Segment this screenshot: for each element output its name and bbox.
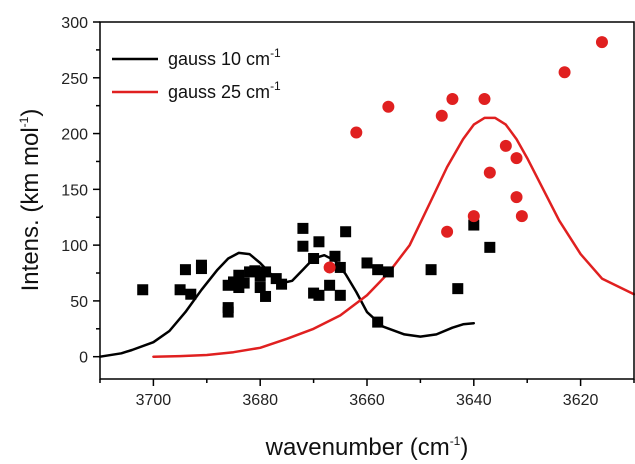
legend-label-gauss-25: gauss 25 cm-1 bbox=[168, 79, 281, 102]
square-point-22 bbox=[297, 240, 309, 252]
square-point-16 bbox=[254, 282, 266, 294]
plot-frame bbox=[99, 21, 635, 380]
y-axis-title: Intens. (km mol-1) bbox=[17, 109, 44, 292]
y-tick-label-0: 0 bbox=[79, 350, 88, 367]
x-tick-label-1: 3680 bbox=[242, 392, 278, 409]
circle-point-13 bbox=[558, 66, 571, 79]
square-point-23 bbox=[308, 253, 320, 265]
circle-point-7 bbox=[478, 92, 491, 105]
y-tick-label-4: 200 bbox=[61, 127, 88, 144]
series-line-1 bbox=[152, 116, 635, 358]
circle-point-8 bbox=[483, 166, 496, 179]
y-tick-label-5: 250 bbox=[61, 71, 88, 88]
x-tick-label-4: 3620 bbox=[563, 392, 599, 409]
square-point-0 bbox=[137, 284, 149, 296]
square-point-29 bbox=[334, 261, 346, 273]
square-point-19 bbox=[270, 273, 282, 285]
y-tick-label-6: 300 bbox=[61, 15, 88, 32]
series-line-0 bbox=[98, 251, 476, 358]
circle-point-4 bbox=[446, 92, 459, 105]
x-tick-label-3: 3640 bbox=[456, 392, 492, 409]
square-point-32 bbox=[361, 257, 373, 269]
square-point-28 bbox=[329, 250, 341, 262]
square-point-33 bbox=[372, 316, 384, 328]
square-point-21 bbox=[297, 222, 309, 234]
x-tick-label-0: 3700 bbox=[136, 392, 172, 409]
circle-point-2 bbox=[382, 100, 395, 113]
square-point-26 bbox=[313, 236, 325, 248]
square-point-25 bbox=[313, 289, 325, 301]
circle-point-1 bbox=[350, 126, 363, 139]
square-point-12 bbox=[238, 277, 250, 289]
x-tick-label-2: 3660 bbox=[349, 392, 385, 409]
square-point-5 bbox=[195, 263, 207, 275]
square-point-18 bbox=[260, 266, 272, 278]
square-point-9 bbox=[228, 276, 239, 288]
square-point-14 bbox=[249, 265, 261, 277]
circle-point-0 bbox=[323, 261, 336, 274]
square-point-38 bbox=[468, 219, 480, 231]
square-point-2 bbox=[179, 264, 191, 276]
square-point-10 bbox=[233, 269, 245, 281]
y-tick-label-1: 50 bbox=[70, 294, 88, 311]
square-point-1 bbox=[174, 284, 186, 296]
circle-point-10 bbox=[510, 152, 523, 165]
square-point-20 bbox=[276, 278, 288, 290]
square-point-27 bbox=[324, 279, 336, 291]
circle-point-6 bbox=[467, 210, 480, 223]
square-point-36 bbox=[425, 264, 437, 276]
circle-point-14 bbox=[595, 36, 608, 49]
circle-point-5 bbox=[441, 225, 454, 238]
square-point-17 bbox=[260, 290, 272, 302]
square-point-7 bbox=[222, 302, 234, 314]
circle-point-11 bbox=[510, 191, 523, 204]
y-tick-label-2: 100 bbox=[61, 238, 88, 255]
y-tick-label-3: 150 bbox=[61, 182, 88, 199]
circle-point-3 bbox=[435, 109, 448, 122]
square-point-37 bbox=[452, 283, 464, 295]
square-point-35 bbox=[382, 266, 394, 278]
square-point-34 bbox=[372, 264, 384, 276]
circle-point-9 bbox=[499, 139, 512, 152]
legend-label-gauss-10: gauss 10 cm-1 bbox=[168, 46, 281, 69]
x-axis-title: wavenumber (cm-1) bbox=[265, 434, 469, 461]
square-point-31 bbox=[340, 226, 352, 238]
circle-point-12 bbox=[515, 210, 528, 223]
square-point-30 bbox=[334, 289, 346, 301]
square-point-3 bbox=[185, 288, 197, 300]
legend: gauss 10 cm-1 gauss 25 cm-1 bbox=[112, 46, 281, 102]
square-point-39 bbox=[484, 241, 496, 253]
